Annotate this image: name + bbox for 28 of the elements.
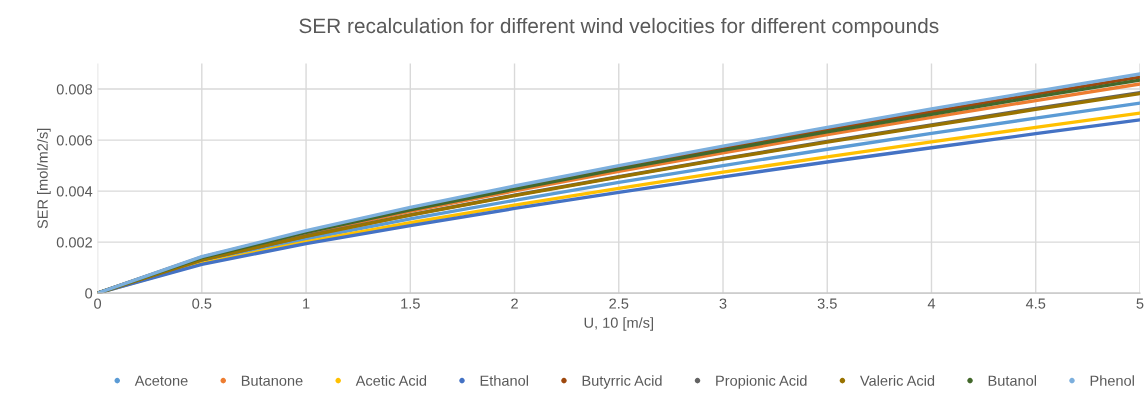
y-tick-label: 0.006 <box>56 135 93 146</box>
y-axis-title: SER [mol/m2/s] <box>37 128 51 229</box>
y-tick-label: 0.008 <box>56 84 93 95</box>
x-tick-label: 2 <box>511 298 518 309</box>
y-tick-label: 0.002 <box>56 237 92 248</box>
legend-label: Ethanol <box>480 375 528 386</box>
x-tick-label: 3.5 <box>817 298 837 309</box>
legend-label: Acetone <box>134 375 188 386</box>
x-axis-title: U, 10 [m/s] <box>584 317 653 331</box>
x-tick-label: 2.5 <box>609 298 629 309</box>
x-tick-label: 3 <box>719 298 727 309</box>
legend-label: Acetic Acid <box>355 375 427 386</box>
legend-label: Butanone <box>241 375 303 386</box>
legend-label: Propionic Acid <box>716 375 807 389</box>
y-tick-label: 0 <box>85 288 93 299</box>
x-tick-label: 5 <box>1136 298 1144 309</box>
x-tick-label: 1 <box>303 298 310 309</box>
legend-label: Phenol <box>1090 375 1134 386</box>
legend-label: Butyrric Acid <box>582 375 662 389</box>
legend-label: Valeric Acid <box>859 375 935 386</box>
x-tick-label: 0 <box>94 298 102 309</box>
legend-label: Butanol <box>988 375 1037 386</box>
x-tick-label: 1.5 <box>401 298 420 309</box>
x-tick-label: 4 <box>927 298 936 309</box>
y-tick-label: 0.004 <box>56 186 93 197</box>
chart-title: SER recalculation for different wind velocities for different compounds <box>299 17 939 38</box>
x-tick-label: 4.5 <box>1025 298 1046 309</box>
x-tick-label: 0.5 <box>192 298 212 309</box>
